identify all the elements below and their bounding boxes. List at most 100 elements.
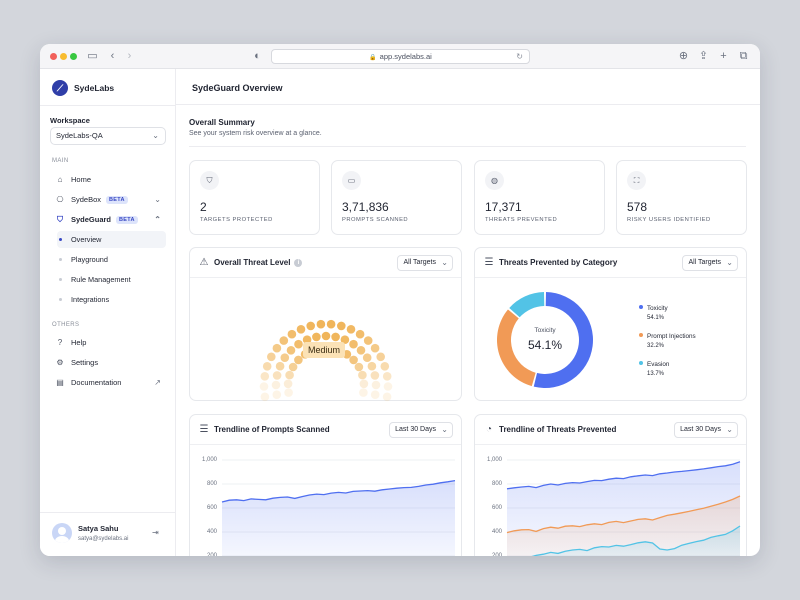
- help-icon: ?: [57, 337, 63, 347]
- forward-icon[interactable]: ›: [127, 50, 132, 62]
- gauge-dot: [362, 353, 372, 362]
- reload-icon[interactable]: ↻: [516, 52, 523, 61]
- gauge-dot: [354, 362, 364, 372]
- share-icon[interactable]: ⇪: [698, 50, 709, 62]
- server-icon: ☰: [199, 424, 209, 435]
- sidebar: ⟋ SydeLabs Workspace SydeLabs-QA ⌄ MAIN …: [40, 69, 176, 556]
- gauge-dot: [340, 335, 350, 344]
- gauge-dot: [279, 336, 289, 345]
- legend-item-prompt-injections: Prompt Injections 32.2%: [639, 333, 696, 349]
- chevron-down-icon: ⌄: [441, 425, 448, 434]
- stat-label: RISKY USERS IDENTIFIED: [627, 217, 711, 223]
- series-line: [221, 479, 456, 503]
- lock-icon: 🔒: [369, 55, 377, 61]
- gauge-dot: [349, 355, 358, 365]
- sidebar-item-label: Documentation: [71, 378, 122, 387]
- close-window-button[interactable]: [50, 53, 57, 60]
- gauge-dot: [331, 332, 340, 342]
- chevron-down-icon: ⌄: [441, 258, 448, 267]
- workspace-select[interactable]: SydeLabs-QA ⌄: [50, 127, 166, 145]
- sidebar-item-label: Help: [71, 338, 87, 347]
- donut-center-value: 54.1%: [527, 338, 563, 352]
- brand-name: SydeLabs: [74, 83, 115, 93]
- gauge-dot: [382, 392, 392, 402]
- document-icon: ▤: [56, 377, 64, 387]
- privacy-shield-icon[interactable]: ◐: [254, 50, 261, 62]
- avatar[interactable]: [52, 523, 72, 543]
- download-icon[interactable]: ⊕: [678, 50, 689, 62]
- logout-icon[interactable]: ⇥: [152, 528, 159, 537]
- sidebar-subitem-overview[interactable]: Overview: [57, 231, 166, 248]
- page-title: SydeGuard Overview: [192, 83, 283, 93]
- sidebar-item-sydebox[interactable]: ⎔ SydeBox BETA ⌄: [50, 191, 166, 208]
- gauge-dot: [370, 371, 380, 380]
- donut-slice-evasion[interactable]: [509, 292, 545, 318]
- gauge-dot: [302, 335, 312, 344]
- sidebar-toggle-icon[interactable]: ▭: [87, 50, 98, 62]
- sidebar-item-home[interactable]: ⌂ Home: [50, 171, 166, 188]
- chevron-down-icon: ⌄: [154, 195, 161, 204]
- sidebar-item-sydeguard[interactable]: ⛉ SydeGuard BETA ⌃: [50, 211, 166, 228]
- gauge-dot: [376, 352, 385, 362]
- gauge-dot: [363, 336, 373, 345]
- sidebar-subitem-playground[interactable]: Playground: [57, 251, 166, 268]
- donut-slice-toxicity[interactable]: [533, 292, 593, 388]
- sidebar-item-help[interactable]: ? Help: [50, 334, 166, 351]
- y-tick-label: 600: [492, 505, 503, 511]
- back-icon[interactable]: ‹: [110, 50, 115, 62]
- card-title: Threats Prevented by Category: [499, 258, 618, 267]
- gauge-dot: [275, 361, 285, 371]
- targets-filter-dropdown[interactable]: All Targets ⌄: [682, 255, 738, 271]
- gauge-dot: [287, 329, 297, 339]
- gauge-dot: [272, 343, 282, 353]
- brand[interactable]: ⟋ SydeLabs: [52, 80, 114, 96]
- threat-level-badge: Medium: [303, 342, 346, 358]
- sidebar-subitem-rule-management[interactable]: Rule Management: [57, 271, 166, 288]
- period-filter-dropdown[interactable]: Last 30 Days ⌄: [389, 422, 453, 438]
- sidebar-item-documentation[interactable]: ▤ Documentation ↗: [50, 374, 166, 391]
- targets-filter-dropdown[interactable]: All Targets ⌄: [397, 255, 453, 271]
- gauge-dot: [346, 325, 356, 334]
- card-header: ☰ Threats Prevented by Category All Targ…: [475, 248, 746, 278]
- y-tick-label: 200: [207, 553, 218, 556]
- bullet-icon: [59, 278, 62, 281]
- sidebar-subitem-label: Rule Management: [71, 275, 131, 284]
- stat-value: 2: [200, 200, 207, 214]
- gauge-dot: [283, 379, 293, 389]
- gear-icon: ⚙: [56, 357, 64, 367]
- gauge-dot: [286, 346, 296, 355]
- browser-toolbar: ▭ ‹ › ◐ 🔒 app.sydelabs.ai ↻ ⊕ ⇪ + ⧉: [40, 44, 760, 69]
- donut-slice-prompt-injections[interactable]: [497, 309, 536, 387]
- y-tick-label: 400: [207, 529, 218, 535]
- tabs-overview-icon[interactable]: ⧉: [739, 50, 748, 62]
- gauge-dot: [280, 353, 290, 362]
- new-tab-icon[interactable]: +: [720, 50, 727, 62]
- sidebar-subitem-integrations[interactable]: Integrations: [57, 291, 166, 308]
- stat-card-prompts: ▭ 3,71,836 PROMPTS SCANNED: [331, 160, 462, 235]
- shield-icon: ⛉: [57, 214, 63, 224]
- address-bar[interactable]: 🔒 app.sydelabs.ai ↻: [271, 49, 530, 64]
- gauge-dot: [337, 321, 346, 331]
- minimize-window-button[interactable]: [60, 53, 67, 60]
- info-icon[interactable]: i: [294, 259, 303, 267]
- series-area: [222, 480, 455, 556]
- sidebar-subitem-label: Integrations: [71, 295, 110, 304]
- maximize-window-button[interactable]: [70, 53, 77, 60]
- stat-label: THREATS PREVENTED: [485, 217, 558, 223]
- stat-card-threats: ◍ 17,371 THREATS PREVENTED: [474, 160, 605, 235]
- gauge-dot: [355, 329, 365, 339]
- sidebar-subitem-label: Playground: [71, 255, 108, 264]
- legend-value: 32.2%: [647, 343, 665, 349]
- legend-item-evasion: Evasion 13.7%: [639, 361, 669, 377]
- period-filter-dropdown[interactable]: Last 30 Days ⌄: [674, 422, 738, 438]
- user-email: satya@sydelabs.ai: [78, 536, 129, 542]
- stat-card-risky-users: ⛶ 578 RISKY USERS IDENTIFIED: [616, 160, 747, 235]
- gauge-dot: [288, 362, 298, 372]
- stat-card-targets: ⛉ 2 TARGETS PROTECTED: [189, 160, 320, 235]
- shield-icon: ⛉: [200, 171, 219, 190]
- beta-badge: BETA: [106, 195, 128, 204]
- sidebar-item-settings[interactable]: ⚙ Settings: [50, 354, 166, 371]
- user-name: Satya Sahu: [78, 524, 119, 533]
- beta-badge: BETA: [116, 215, 138, 224]
- y-tick-label: 600: [207, 505, 218, 511]
